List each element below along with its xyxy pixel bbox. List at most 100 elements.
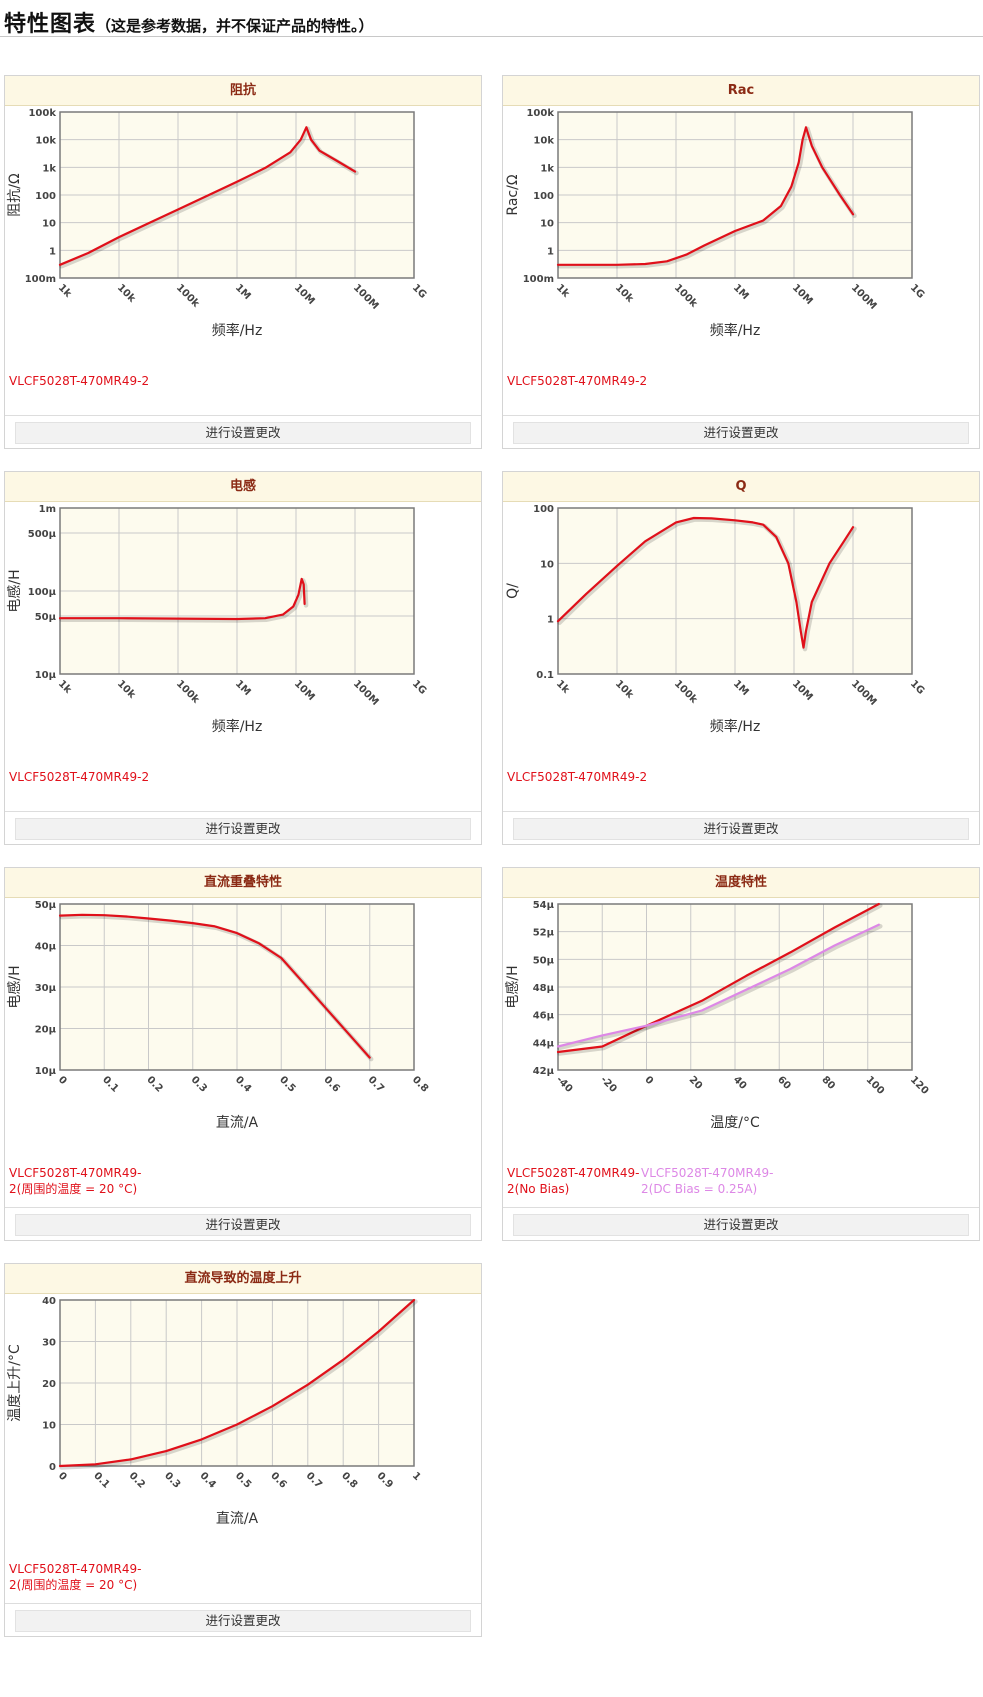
x-tick-label: 10M	[790, 282, 815, 307]
x-tick-label: 100k	[174, 678, 201, 705]
plot-border	[557, 507, 913, 675]
series-line-0	[556, 126, 855, 266]
y-axis-label: Q/	[505, 583, 521, 599]
chart-impedance: 1k 10k 100k 1M 10M 100M 1G 100m 1 10 100 1k 10k 100k 频…	[7, 108, 429, 339]
y-tick-label: 40	[42, 1296, 56, 1307]
series-line-0	[556, 516, 855, 649]
page-title: 特性图表（这是参考数据，并不保证产品的特性。）	[4, 6, 374, 38]
x-tick-label: 0.1	[91, 1470, 111, 1490]
x-axis-label: 直流/A	[216, 1114, 259, 1131]
panel-footer-divider	[5, 415, 481, 416]
series-line-0	[556, 902, 880, 1054]
y-tick-label: 44μ	[533, 1038, 555, 1049]
legend-item: VLCF5028T-470MR49-2(周围的温度 = 20 °C)	[9, 1562, 142, 1592]
x-tick-label: -20	[598, 1074, 619, 1095]
y-tick-label: 48μ	[533, 983, 555, 994]
x-tick-label: 1G	[410, 282, 429, 301]
plot-border	[59, 1299, 415, 1467]
x-tick-label: 0.8	[339, 1470, 359, 1490]
page-subtitle: （这是参考数据，并不保证产品的特性。）	[96, 17, 374, 35]
x-tick-label: 1M	[731, 678, 751, 698]
y-axis-label: 温度上升/°C	[7, 1344, 23, 1422]
legend-item: VLCF5028T-470MR49-2	[507, 770, 648, 784]
x-tick-label: 1M	[233, 678, 253, 698]
x-tick-label: 0.5	[277, 1074, 297, 1094]
y-tick-label: 20	[42, 1379, 56, 1390]
settings-change-button[interactable]: 进行设置更改	[513, 1214, 969, 1236]
y-tick-label: 52μ	[533, 928, 555, 939]
y-tick-label: 42μ	[533, 1066, 555, 1077]
chart-panel-title: 电感	[5, 472, 481, 502]
settings-change-button[interactable]: 进行设置更改	[15, 818, 471, 840]
y-tick-label: 54μ	[533, 900, 555, 911]
x-tick-label: 0	[56, 1074, 69, 1087]
x-tick-label: 20	[687, 1074, 705, 1092]
x-tick-label: 1k	[554, 282, 572, 300]
settings-change-button[interactable]: 进行设置更改	[513, 422, 969, 444]
x-tick-label: 0.2	[127, 1470, 147, 1490]
legend-item: VLCF5028T-470MR49-2(No Bias)	[507, 1166, 640, 1196]
x-tick-label: 0.9	[374, 1470, 394, 1490]
x-axis-label: 频率/Hz	[212, 322, 263, 339]
x-tick-label: 1k	[56, 282, 74, 300]
plot-border	[557, 111, 913, 279]
chart-panel-title: Q	[503, 472, 979, 502]
y-axis-label: 阻抗/Ω	[7, 173, 23, 217]
x-tick-label: 0.6	[321, 1074, 341, 1094]
legend-item: VLCF5028T-470MR49-2	[9, 770, 150, 784]
x-tick-label: 100M	[849, 678, 879, 708]
legend-item: VLCF5028T-470MR49-2	[507, 374, 648, 388]
y-axis-label: Rac/Ω	[505, 174, 521, 215]
settings-change-button[interactable]: 进行设置更改	[15, 1214, 471, 1236]
y-tick-label: 1	[547, 615, 554, 626]
x-tick-label: 1G	[908, 678, 927, 697]
series-line-0	[58, 577, 306, 621]
chart-panel-q: Q 1k 10k 100k 1M 10M 100M 1G 0.1 1 10 100 频率/Hz Q/ V…	[502, 471, 980, 845]
x-tick-label: 1G	[908, 282, 927, 301]
series-line-shadow	[557, 923, 883, 1051]
y-tick-label: 100k	[526, 108, 554, 119]
x-tick-label: 100M	[351, 678, 381, 708]
chart-rac: 1k 10k 100k 1M 10M 100M 1G 100m 1 10 100 1k 10k 100k 频…	[505, 108, 927, 339]
x-tick-label: 1M	[731, 282, 751, 302]
settings-change-button[interactable]: 进行设置更改	[15, 1610, 471, 1632]
y-tick-label: 10μ	[35, 1066, 57, 1077]
y-tick-label: 100k	[28, 108, 56, 119]
x-tick-label: 0.5	[233, 1470, 253, 1490]
settings-change-button[interactable]: 进行设置更改	[513, 818, 969, 840]
settings-change-button[interactable]: 进行设置更改	[15, 422, 471, 444]
y-tick-label: 100m	[523, 274, 554, 285]
chart-q: 1k 10k 100k 1M 10M 100M 1G 0.1 1 10 100 频率/Hz Q/	[505, 504, 927, 735]
plot-border	[59, 903, 415, 1071]
y-tick-label: 30	[42, 1338, 56, 1349]
chart-temp-rise: 0 0.1 0.2 0.3 0.4 0.5 0.6 0.7 0.8 0.9 1010203040直流…	[7, 1296, 423, 1527]
y-tick-label: 100m	[25, 274, 56, 285]
x-tick-label: 10M	[292, 678, 317, 703]
x-tick-label: 80	[819, 1074, 837, 1092]
page-title-text: 特性图表	[4, 12, 97, 37]
x-tick-label: 0.3	[162, 1470, 182, 1490]
x-tick-label: 10k	[115, 282, 138, 305]
y-tick-label: 0.1	[536, 670, 554, 681]
y-tick-label: 10	[540, 219, 554, 230]
legend-item: VLCF5028T-470MR49-2	[9, 374, 150, 388]
panel-footer-divider	[503, 1207, 979, 1208]
series-line-0	[58, 913, 371, 1059]
x-tick-label: 10M	[790, 678, 815, 703]
chart-panel-rac: Rac 1k 10k 100k 1M 10M 100M 1G 100m 1 10 100 1k 10k 1…	[502, 75, 980, 449]
x-tick-label: -40	[554, 1074, 575, 1095]
x-tick-label: 0.7	[304, 1470, 324, 1490]
chart-inductance: 1k 10k 100k 1M 10M 100M 1G 10μ 50μ 100μ 500μ 1m 频率/H…	[6, 504, 428, 735]
series-line-shadow	[557, 903, 883, 1056]
series-line-0	[58, 126, 357, 266]
y-tick-label: 50μ	[533, 955, 555, 966]
panel-footer-divider	[503, 415, 979, 416]
series-line-0	[58, 1298, 416, 1468]
y-tick-label: 30μ	[35, 983, 57, 994]
y-tick-label: 50μ	[35, 612, 57, 623]
panel-footer-divider	[5, 1603, 481, 1604]
y-tick-label: 100	[533, 504, 554, 515]
x-axis-label: 频率/Hz	[710, 718, 761, 735]
y-tick-label: 500μ	[28, 529, 57, 540]
y-axis-label: 电感/H	[6, 569, 23, 612]
